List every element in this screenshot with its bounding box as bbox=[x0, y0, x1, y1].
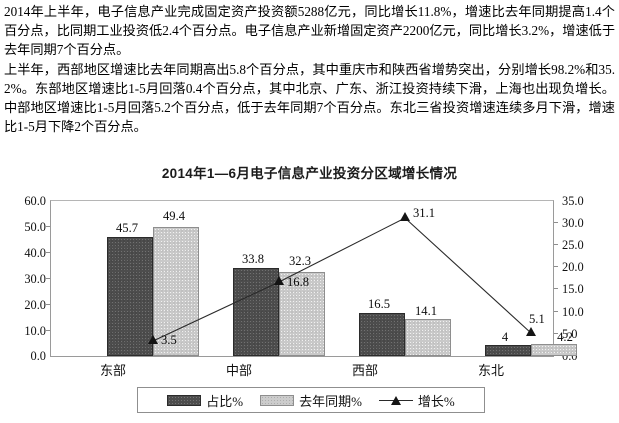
article-text: 2014年上半年，电子信息产业完成固定资产投资额5288亿元，同比增长11.8%… bbox=[0, 0, 619, 136]
right-axis-tickmark bbox=[554, 244, 558, 245]
legend-label-lastyear: 去年同期% bbox=[299, 393, 362, 409]
growth-marker-xibu bbox=[400, 212, 410, 221]
growth-label-zhongbu: 16.8 bbox=[287, 275, 310, 289]
bar-label-lastyear-dongbei: 4.2 bbox=[557, 330, 573, 344]
left-axis-tick-60: 60.0 bbox=[24, 194, 46, 208]
right-axis-tick-5: 5.0 bbox=[562, 327, 578, 341]
bar-share-dongbu bbox=[107, 237, 153, 356]
article-paragraph-2: 上半年，西部地区增速比去年同期高出5.8个百分点，其中重庆市和陕西省增势突出，分… bbox=[4, 61, 615, 135]
bar-lastyear-zhongbu bbox=[279, 272, 325, 356]
growth-marker-dongbu bbox=[148, 335, 158, 344]
left-axis-tick-30: 30.0 bbox=[24, 272, 46, 286]
left-axis-tickmark bbox=[46, 330, 50, 331]
legend-item-share: 占比% bbox=[167, 391, 243, 410]
plot-area: 45.7 49.4 33.8 32.3 16.5 14.1 4 4.2 3.5 … bbox=[50, 200, 577, 357]
bar-lastyear-xibu bbox=[405, 319, 451, 356]
left-axis-tickmark bbox=[46, 226, 50, 227]
right-axis-tick-30: 30.0 bbox=[562, 216, 584, 230]
left-axis-tick-20: 20.0 bbox=[24, 298, 46, 312]
right-axis-tickmark bbox=[554, 333, 558, 334]
left-axis-tickmark bbox=[46, 304, 50, 305]
growth-marker-zhongbu bbox=[274, 276, 284, 285]
bar-label-share-dongbu: 45.7 bbox=[115, 221, 139, 235]
right-axis-tick-15: 15.0 bbox=[562, 282, 584, 296]
right-axis-tick-25: 25.0 bbox=[562, 238, 584, 252]
article-paragraph-1: 2014年上半年，电子信息产业完成固定资产投资额5288亿元，同比增长11.8%… bbox=[4, 4, 616, 58]
legend-label-share: 占比% bbox=[206, 393, 244, 409]
growth-line-path bbox=[152, 217, 532, 342]
chart-title: 2014年1—6月电子信息产业投资分区域增长情况 bbox=[161, 166, 458, 181]
chart-container: 2014年1—6月电子信息产业投资分区域增长情况 60.0 50.0 40.0 … bbox=[0, 158, 619, 423]
right-axis-tickmark bbox=[554, 222, 558, 223]
right-axis-tickmark bbox=[554, 288, 558, 289]
category-label-zhongbu: 中部 bbox=[225, 363, 252, 378]
category-label-xibu: 西部 bbox=[351, 363, 378, 378]
bar-label-share-zhongbu: 33.8 bbox=[241, 252, 265, 266]
left-axis-tick-40: 40.0 bbox=[24, 246, 46, 260]
growth-marker-dongbei bbox=[526, 327, 536, 336]
legend-label-growth: 增长% bbox=[417, 393, 455, 409]
bar-label-lastyear-xibu: 14.1 bbox=[414, 304, 438, 318]
left-axis-tickmark bbox=[46, 252, 50, 253]
right-axis-tickmark bbox=[554, 311, 558, 312]
right-axis-tick-20: 20.0 bbox=[562, 260, 584, 274]
left-axis-tickmark bbox=[46, 278, 50, 279]
right-axis-tickmark bbox=[554, 266, 558, 267]
growth-label-dongbu: 3.5 bbox=[161, 333, 177, 347]
chart-legend: 占比% 去年同期% 增长% bbox=[137, 387, 485, 413]
growth-line-series bbox=[148, 212, 536, 344]
bar-share-zhongbu bbox=[233, 268, 279, 356]
right-axis-tick-10: 10.0 bbox=[562, 305, 584, 319]
bar-lastyear-dongbu bbox=[153, 227, 199, 356]
bar-label-lastyear-zhongbu: 32.3 bbox=[288, 254, 312, 268]
growth-label-xibu: 31.1 bbox=[413, 206, 436, 220]
category-label-dongbu: 东部 bbox=[99, 363, 126, 378]
legend-swatch-growth bbox=[378, 395, 413, 406]
growth-label-dongbei: 5.1 bbox=[529, 312, 545, 326]
bar-label-share-dongbei: 4 bbox=[501, 330, 509, 344]
legend-item-lastyear: 去年同期% bbox=[260, 391, 362, 410]
bar-label-lastyear-dongbu: 49.4 bbox=[162, 209, 186, 223]
legend-swatch-share bbox=[167, 394, 202, 406]
bar-label-share-xibu: 16.5 bbox=[367, 297, 391, 311]
left-axis-tick-0: 0.0 bbox=[30, 349, 47, 363]
legend-swatch-lastyear bbox=[260, 394, 295, 406]
bar-share-dongbei bbox=[485, 345, 531, 356]
left-axis-tick-50: 50.0 bbox=[24, 220, 46, 234]
category-label-dongbei: 东北 bbox=[477, 363, 504, 378]
left-axis-tick-10: 10.0 bbox=[24, 324, 46, 338]
legend-item-growth: 增长% bbox=[378, 391, 455, 410]
bar-lastyear-dongbei bbox=[531, 344, 577, 356]
bar-share-xibu bbox=[359, 313, 405, 356]
right-axis-tick-35: 35.0 bbox=[562, 194, 584, 208]
